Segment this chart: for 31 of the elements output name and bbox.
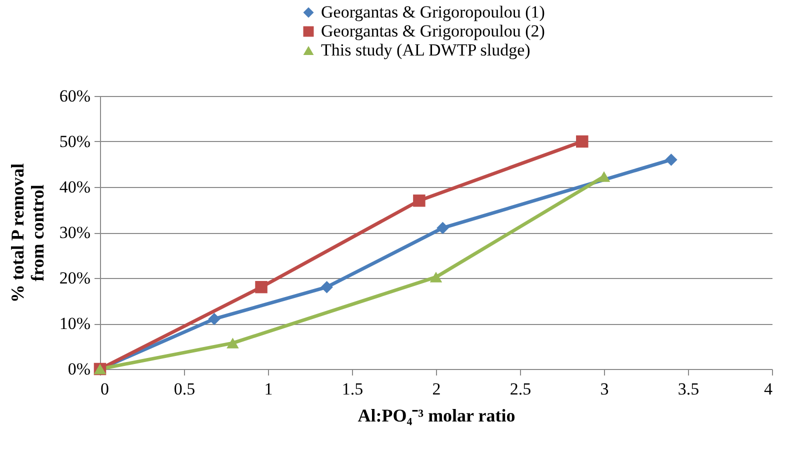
x-tick-label: 3.5: [678, 380, 700, 398]
legend-label: This study (AL DWTP sludge): [321, 40, 530, 60]
x-tick-label: 1.5: [342, 380, 364, 398]
x-tick-label: 2: [432, 380, 441, 398]
point: [413, 194, 426, 207]
point: [436, 222, 449, 234]
point: [598, 171, 610, 182]
point: [430, 272, 442, 282]
y-tick-label: 60%: [59, 86, 90, 106]
point: [665, 154, 678, 166]
x-tick-label: 1: [264, 380, 273, 398]
x-tick-label: 3: [600, 380, 609, 398]
legend-label: Georgantas & Grigoropoulou (2): [321, 22, 545, 40]
y-axis-title: % total P removal from control: [7, 163, 48, 303]
x-axis-title: Al:PO₄⁻³ molar ratio: [358, 406, 516, 426]
y-tick-label: 50%: [59, 132, 90, 151]
y-tick-label: 20%: [59, 268, 90, 288]
y-tick-label: 10%: [59, 314, 90, 333]
y-tick-label: 40%: [59, 178, 90, 196]
point: [226, 338, 239, 348]
point: [255, 280, 268, 294]
point: [208, 312, 220, 326]
x-tick-label: 4: [764, 380, 773, 398]
point: [320, 280, 333, 294]
x-tick-label: 2.5: [510, 380, 532, 398]
x-tick-label: 0: [100, 380, 109, 398]
x-tick-label: 0.5: [174, 380, 196, 398]
legend-label: Georgantas & Grigoropoulou (1): [321, 2, 545, 22]
y-tick-label: 0%: [68, 360, 90, 378]
y-tick-label: 30%: [59, 223, 90, 242]
point: [576, 135, 588, 148]
